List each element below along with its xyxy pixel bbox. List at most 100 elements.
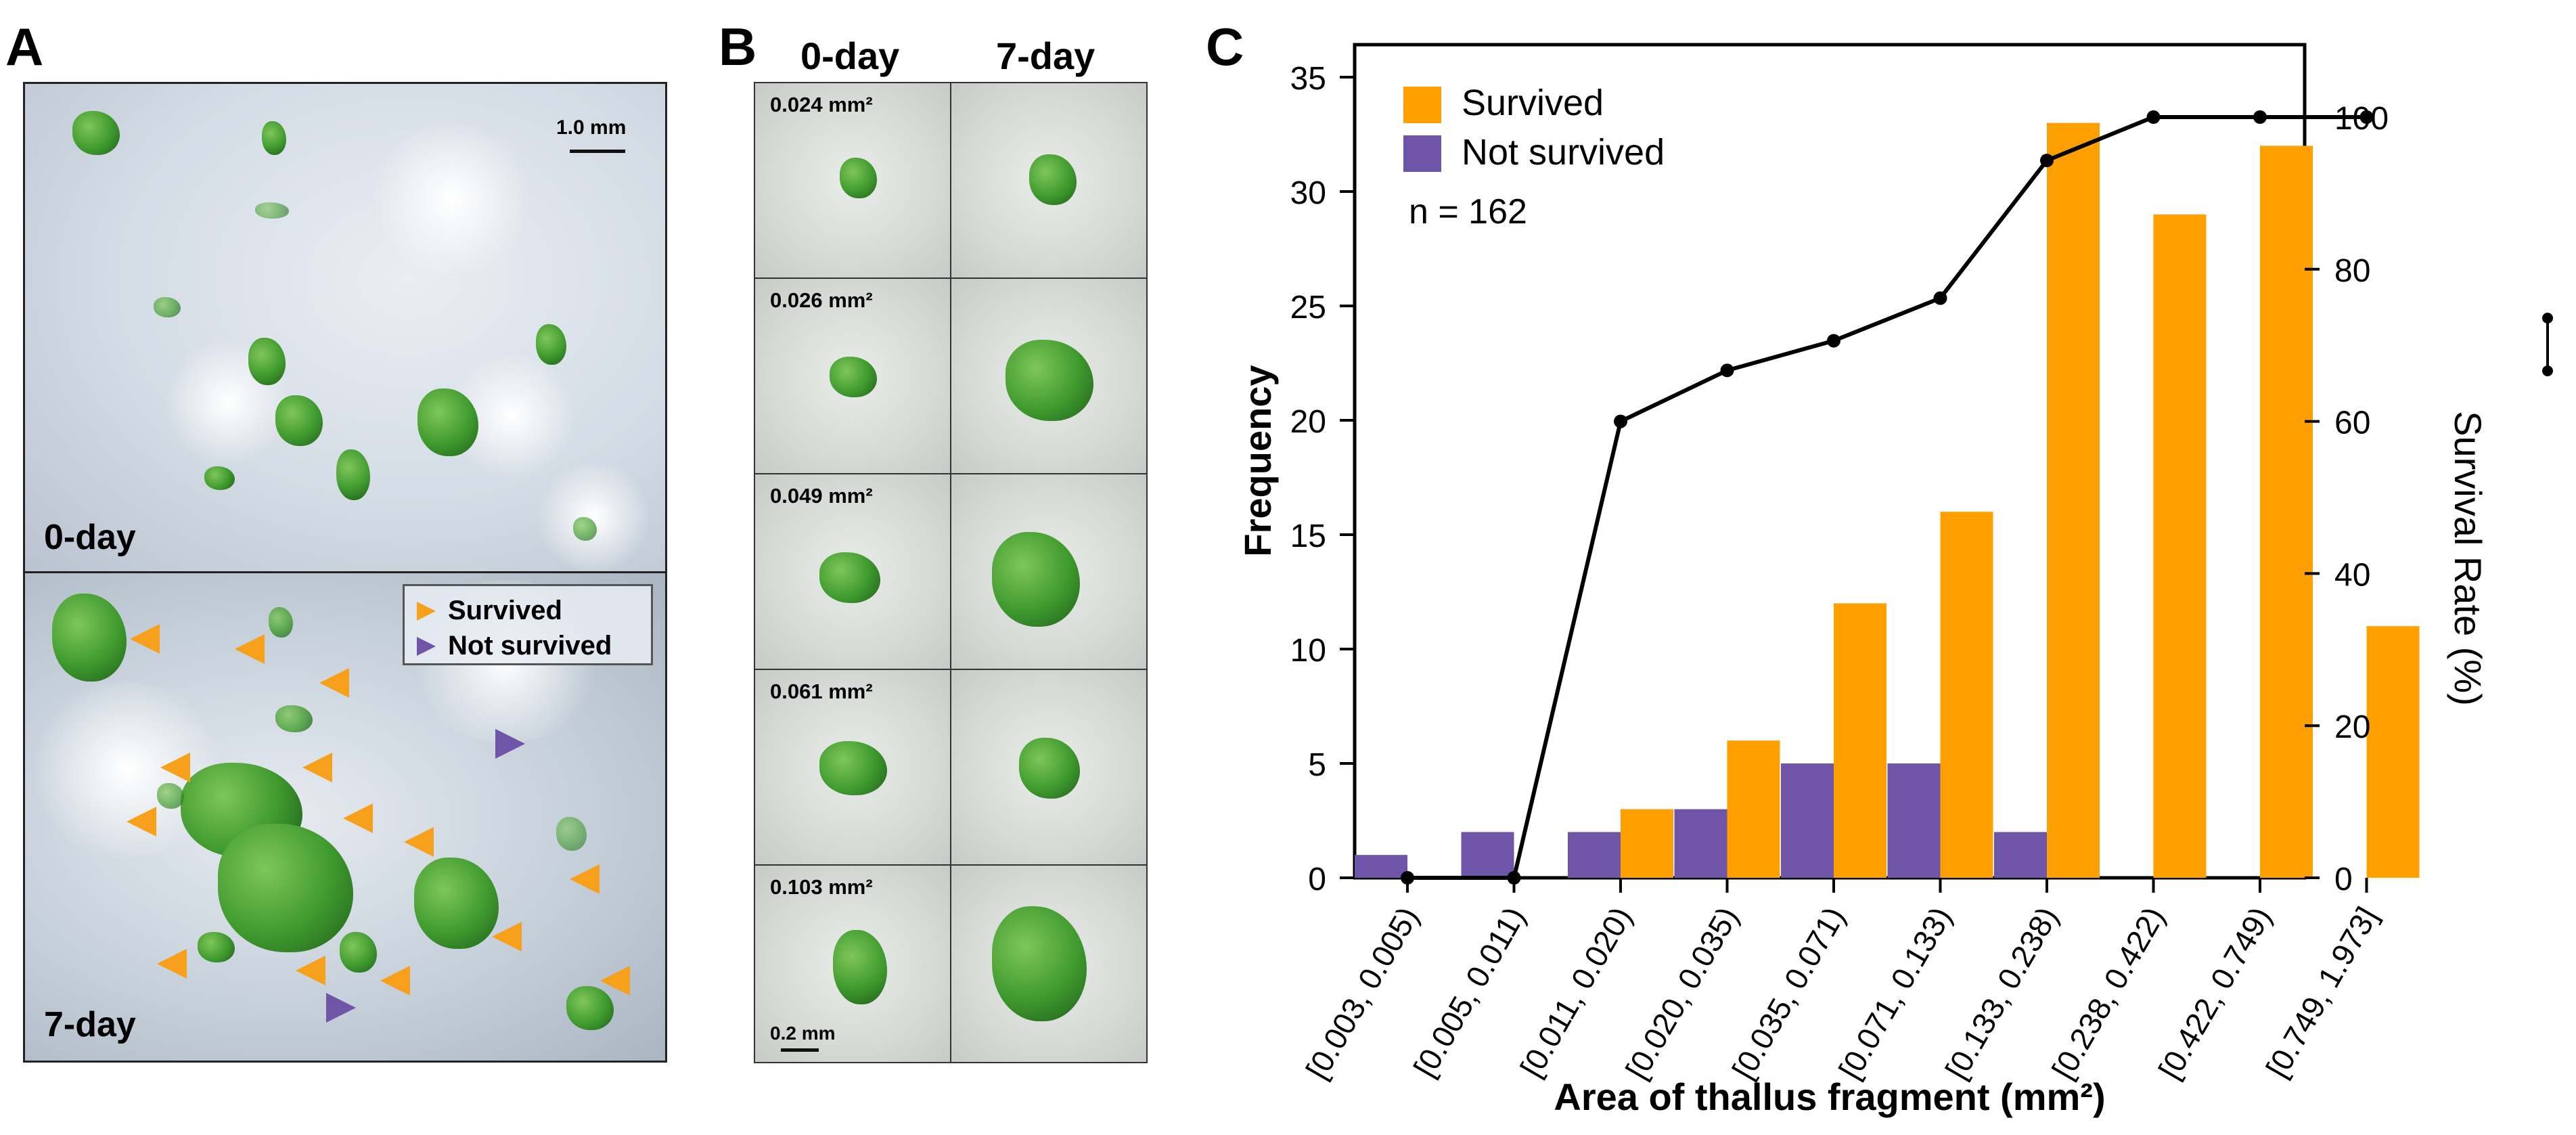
fragment-area-label: 0.049 mm² [770,484,873,508]
panel-c-letter: C [1206,17,1244,76]
thallus-fragment [275,395,323,446]
day7-label: 7-day [44,1005,136,1044]
survived-arrowhead [235,634,265,664]
bar-not-survived [1674,809,1727,878]
fragment-area-label: 0.103 mm² [770,875,873,899]
legend-survived-label: Survived [1462,83,1604,123]
y-tick-label: 15 [1290,518,1326,554]
thallus-fragment [72,111,120,155]
thallus-fragment [840,158,877,198]
light-glare [533,463,654,571]
thallus-fragment [819,741,887,795]
y2-tick-label: 100 [2334,101,2389,137]
bar-survived [2366,626,2420,878]
cell-day0-row5: 0.103 mm² 0.2 mm [754,864,951,1063]
y-tick-label: 5 [1308,747,1326,783]
sample-size-annotation: n = 162 [1409,192,1527,231]
legend-not-survived: Not survived [417,631,612,661]
cell-day7-row1 [950,82,1148,279]
y-tick-label: 25 [1290,290,1326,326]
survival-rate-point [2253,110,2267,124]
fragment-area-label: 0.061 mm² [770,680,873,703]
thallus-fragment [536,324,566,365]
survived-arrowhead [380,966,410,996]
y-tick-label: 10 [1290,633,1326,669]
x-tick-label: [0.133, 0.238) [1939,901,2065,1085]
y-axis-label: Frequency [1236,365,1279,556]
thallus-fragment [417,388,478,456]
panel-a-day7-photo: Survived Not survived 7-day [23,571,667,1063]
bar-not-survived [1461,832,1514,878]
y2-axis-label-line-icon [2542,313,2553,376]
thallus-fragment [414,858,499,949]
bar-not-survived [1568,832,1621,878]
x-tick-label: [0.011, 0.020) [1513,901,1638,1083]
legend-swatch-not-survived [1403,135,1441,172]
cell-day7-row2 [950,277,1148,474]
survived-arrowhead [492,922,522,952]
scale-bar-label: 0.2 mm [770,1023,836,1044]
thallus-fragment [573,517,597,541]
survival-rate-line [1407,115,2367,880]
thallus-fragment [269,607,293,638]
thallus-fragment [52,594,127,682]
bar-survived [2260,146,2313,878]
survived-marker-icon [417,601,436,621]
thallus-fragment [992,906,1087,1021]
survival-rate-point [1720,363,1734,378]
bar-survived [1727,740,1780,878]
survived-arrowhead [160,753,190,782]
x-tick-label: [0.238, 0.422) [2045,901,2171,1085]
fragment-area-label: 0.026 mm² [770,288,873,312]
cell-day0-row4: 0.061 mm² [754,669,951,866]
bar-survived [1940,512,1993,878]
scale-bar [781,1048,819,1052]
bar-not-survived [1781,763,1834,878]
thallus-fragment [819,552,880,603]
survival-rate-point [1933,291,1947,305]
not-survived-marker-icon [417,636,436,656]
survived-arrowhead [302,753,332,782]
thallus-fragment [340,932,377,973]
y-tick-label: 0 [1308,862,1326,897]
cell-day0-row1: 0.024 mm² [754,82,951,279]
survived-arrowhead [130,624,160,654]
thallus-fragment [255,202,289,219]
x-tick-label: [0.749, 1.973] [2259,901,2385,1084]
y2-axis-label: Survival Rate (%) [2447,411,2489,706]
thallus-fragment [204,466,235,490]
legend-not-survived-label: Not survived [448,631,612,661]
x-tick-label: [0.071, 0.133) [1832,901,1958,1085]
survival-rate-point [2040,154,2054,168]
column-header-day0: 0-day [800,35,900,77]
thallus-fragment [992,532,1080,627]
y2-tick-label: 20 [2334,709,2370,745]
survival-rate-point [2359,110,2374,124]
thallus-fragment [1005,340,1093,421]
legend-swatch-survived [1403,87,1441,123]
x-tick-label: [0.035, 0.071) [1725,901,1852,1085]
x-tick-label: [0.005, 0.011) [1407,901,1532,1083]
fragment-area-label: 0.024 mm² [770,93,873,116]
bar-not-survived [1887,763,1941,878]
bar-not-survived [1994,832,2047,878]
cell-day7-row4 [950,669,1148,866]
x-tick-label: [0.422, 0.749) [2152,901,2278,1085]
x-axis-label: Area of thallus fragment (mm²) [1554,1075,2105,1118]
scale-bar-label: 1.0 mm [556,116,627,139]
thallus-fragment [275,705,313,732]
thallus-fragment [1019,738,1080,799]
survived-arrowhead [296,956,325,985]
survived-arrowhead [319,668,349,698]
thallus-fragment [157,783,184,809]
bar-survived [2153,214,2207,878]
survival-rate-point [1614,414,1627,428]
cell-day0-row2: 0.026 mm² [754,277,951,474]
survived-arrowhead [404,827,434,857]
thallus-fragment [556,817,587,851]
y-tick-label: 30 [1290,175,1326,211]
survived-arrowhead [157,949,187,979]
thallus-fragment [218,824,353,952]
panel-b-grid: 0.024 mm² 0.026 mm² 0.049 mm² 0.061 mm² … [754,82,1148,1063]
arrow-legend: Survived Not survived [403,584,653,665]
